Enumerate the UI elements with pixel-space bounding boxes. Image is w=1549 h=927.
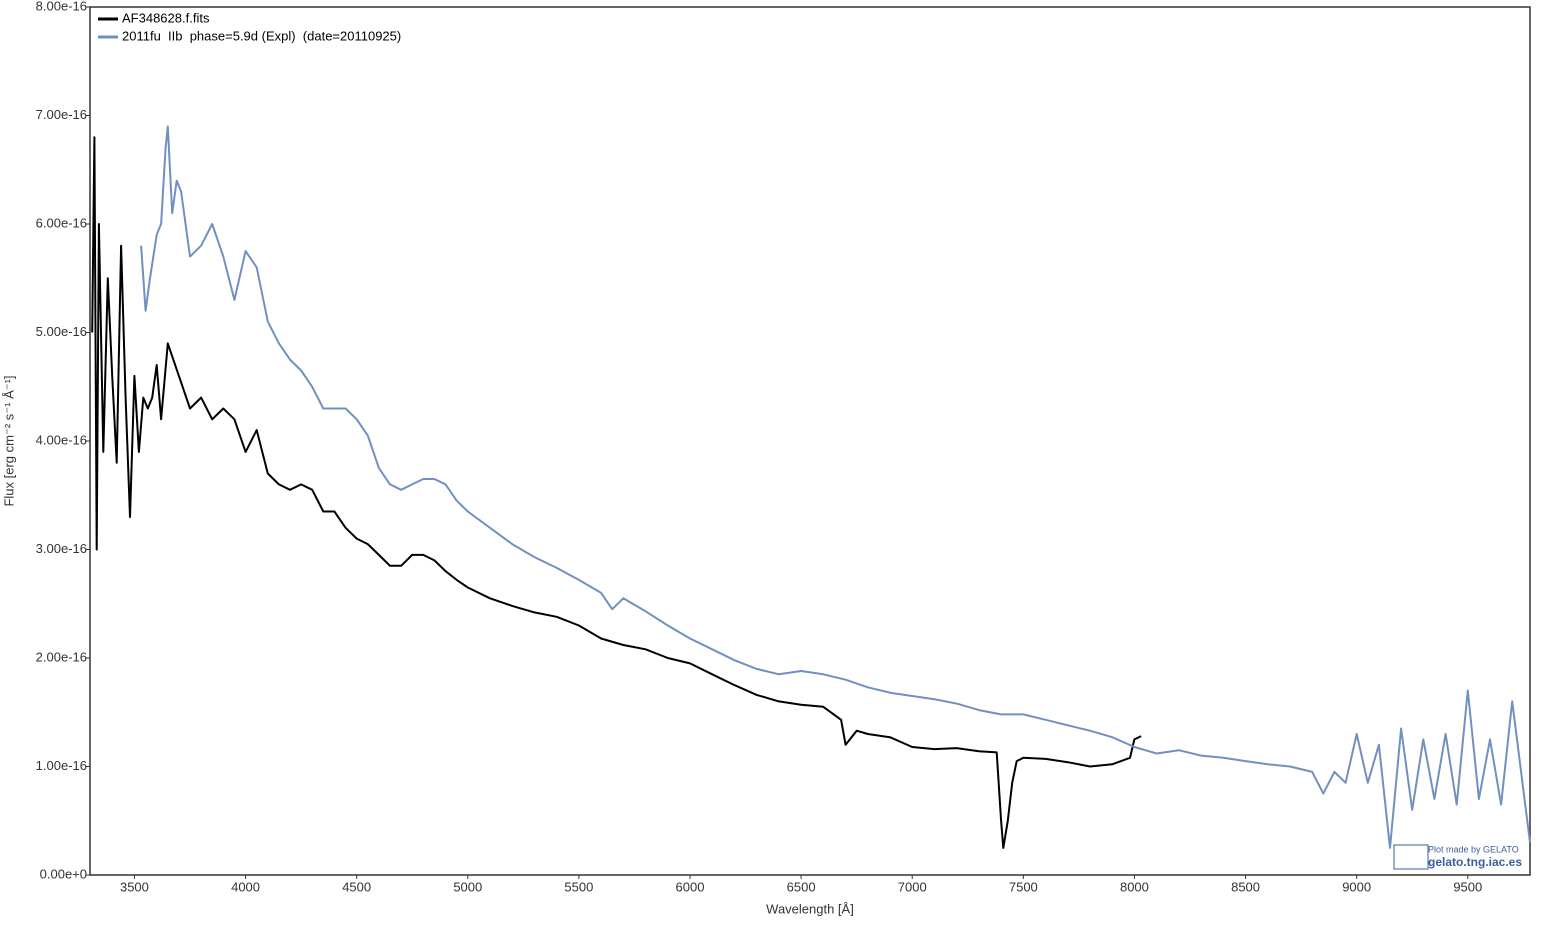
- x-tick-label: 4500: [342, 879, 371, 894]
- y-tick-label: 4.00e-16: [36, 432, 87, 447]
- y-tick-label: 7.00e-16: [36, 107, 87, 122]
- watermark-url: gelato.tng.iac.es: [1428, 855, 1522, 869]
- y-axis-label: Flux [erg cm⁻² s⁻¹ Å⁻¹]: [1, 375, 16, 506]
- x-tick-label: 7000: [898, 879, 927, 894]
- x-tick-label: 5500: [564, 879, 593, 894]
- watermark: Plot made by GELATO: [1428, 844, 1519, 854]
- legend-label: 2011fu IIb phase=5.9d (Expl) (date=20110…: [122, 28, 401, 43]
- y-tick-label: 2.00e-16: [36, 649, 87, 664]
- x-tick-label: 9000: [1342, 879, 1371, 894]
- y-tick-label: 8.00e-16: [36, 0, 87, 13]
- y-tick-label: 3.00e-16: [36, 541, 87, 556]
- x-tick-label: 5000: [453, 879, 482, 894]
- x-tick-label: 8500: [1231, 879, 1260, 894]
- y-tick-label: 0.00e+0: [40, 866, 87, 881]
- x-tick-label: 8000: [1120, 879, 1149, 894]
- spectrum-line: [91, 136, 1142, 849]
- y-tick-label: 6.00e-16: [36, 215, 87, 230]
- x-tick-label: 9500: [1453, 879, 1482, 894]
- plot-frame: [89, 6, 1531, 876]
- x-tick-label: 3500: [120, 879, 149, 894]
- x-tick-label: 6500: [787, 879, 816, 894]
- legend-label: AF348628.f.fits: [122, 10, 210, 25]
- x-axis-label: Wavelength [Å]: [766, 901, 854, 916]
- logo: [1393, 844, 1429, 870]
- x-tick-label: 6000: [676, 879, 705, 894]
- x-tick-label: 7500: [1009, 879, 1038, 894]
- x-tick-label: 4000: [231, 879, 260, 894]
- y-tick-label: 5.00e-16: [36, 324, 87, 339]
- y-tick-label: 1.00e-16: [36, 758, 87, 773]
- spectrum-line: [140, 125, 1531, 849]
